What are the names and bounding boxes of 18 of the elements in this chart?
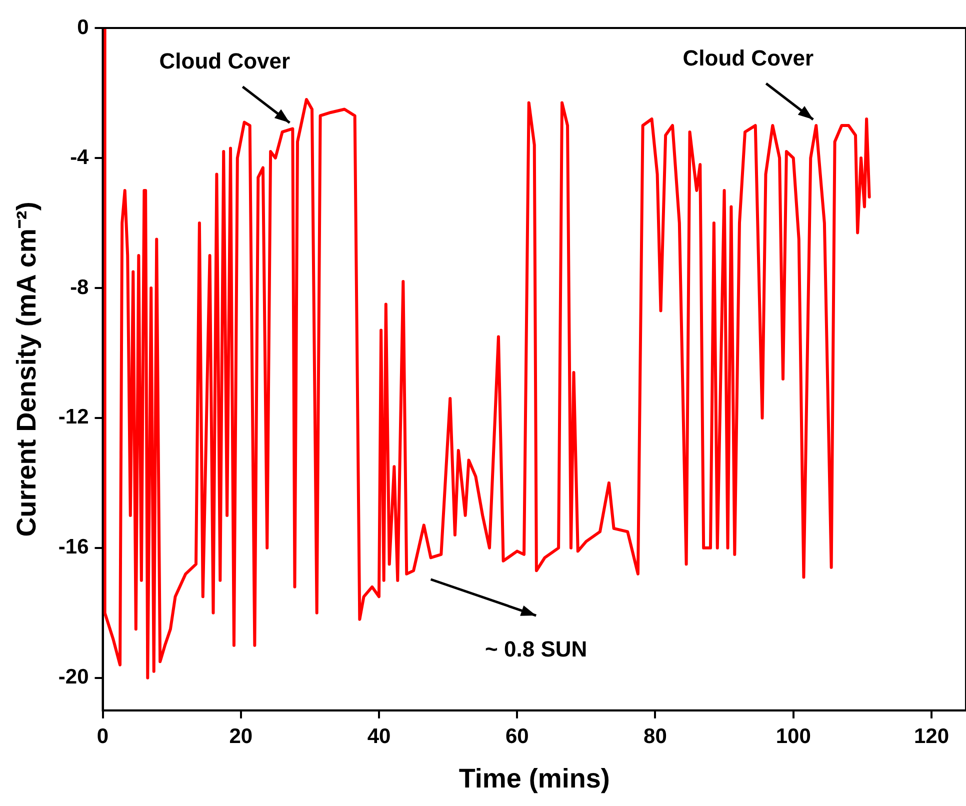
x-tick-label: 20: [229, 724, 253, 748]
y-tick-label: -12: [58, 406, 89, 429]
y-tick-label: -8: [70, 276, 90, 299]
y-tick-label: -16: [58, 536, 89, 559]
y-tick-label: -4: [70, 146, 90, 169]
x-tick-label: 100: [776, 724, 811, 748]
x-tick-label: 0: [96, 724, 109, 748]
x-tick-label: 60: [505, 724, 529, 748]
x-tick-label: 120: [914, 724, 949, 748]
y-axis-title: Current Density (mA cm⁻²): [12, 202, 42, 537]
x-tick-label: 40: [367, 724, 391, 748]
annotation: ~ 0.8 SUN: [485, 636, 588, 662]
y-tick-label: -20: [58, 666, 89, 689]
x-axis-title: Time (mins): [458, 763, 610, 794]
annotation: Cloud Cover: [159, 48, 290, 74]
x-tick-label: 80: [644, 724, 667, 748]
y-tick-label: 0: [77, 16, 89, 39]
annotation: Cloud Cover: [682, 45, 814, 70]
